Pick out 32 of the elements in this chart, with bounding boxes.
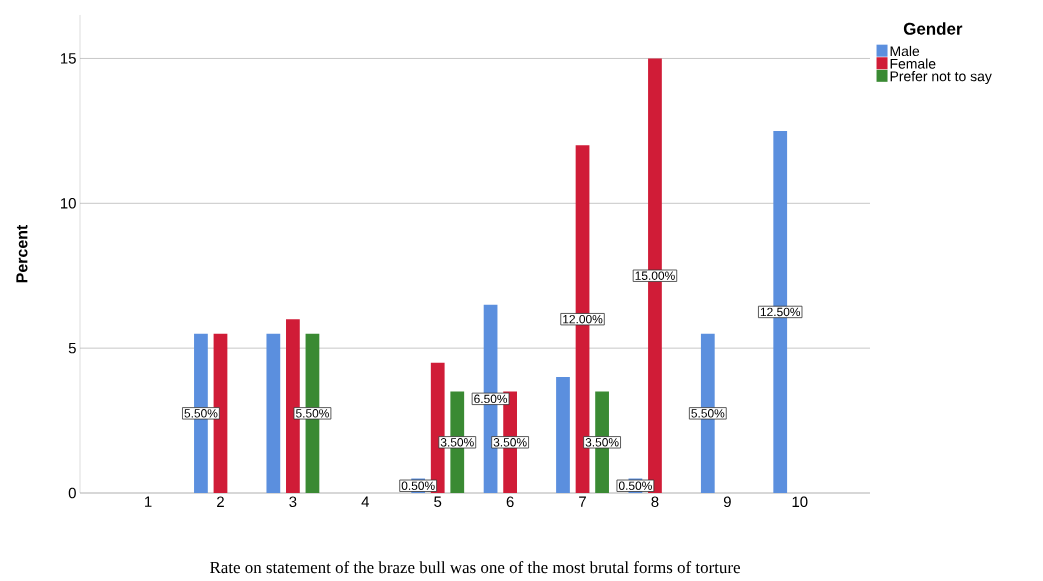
legend-title: Gender	[903, 22, 963, 35]
data-label: 5.50%	[295, 409, 329, 418]
legend-label: Male	[890, 45, 920, 57]
x-tick-label: 1	[145, 496, 152, 507]
x-tick-label: 3	[289, 496, 297, 508]
data-label: 3.50%	[493, 438, 527, 447]
data-label: 0.50%	[401, 481, 435, 490]
x-tick-label: 4	[361, 496, 370, 507]
data-label: 3.50%	[440, 438, 474, 447]
data-label: 15.00%	[635, 271, 675, 280]
data-label: 0.50%	[618, 481, 652, 490]
x-tick-label: 8	[651, 496, 659, 508]
x-tick-label: 6	[506, 496, 514, 508]
y-tick-label: 0	[68, 487, 76, 499]
x-tick-label: 10	[792, 496, 808, 508]
data-label: 5.50%	[184, 409, 218, 418]
y-tick-label: 15	[61, 53, 76, 64]
data-label: 12.50%	[760, 307, 801, 317]
y-tick-label: 10	[61, 198, 76, 209]
data-label: 6.50%	[474, 394, 508, 404]
data-label: 12.00%	[563, 314, 603, 324]
legend-label: Female	[890, 58, 936, 69]
y-axis-title: Percent	[16, 224, 28, 283]
x-tick-label: 5	[434, 496, 442, 507]
data-label: 3.50%	[585, 438, 619, 447]
legend-label: Prefer not to say	[890, 71, 992, 85]
y-tick-label: 5	[68, 342, 76, 354]
x-tick-label: 2	[217, 496, 224, 507]
x-axis-title: Rate on statement of the braze bull was one of the most brutal forms of torture	[209, 561, 740, 574]
data-label: 5.50%	[691, 409, 725, 418]
x-tick-label: 9	[723, 496, 731, 508]
x-tick-label: 7	[579, 496, 586, 507]
